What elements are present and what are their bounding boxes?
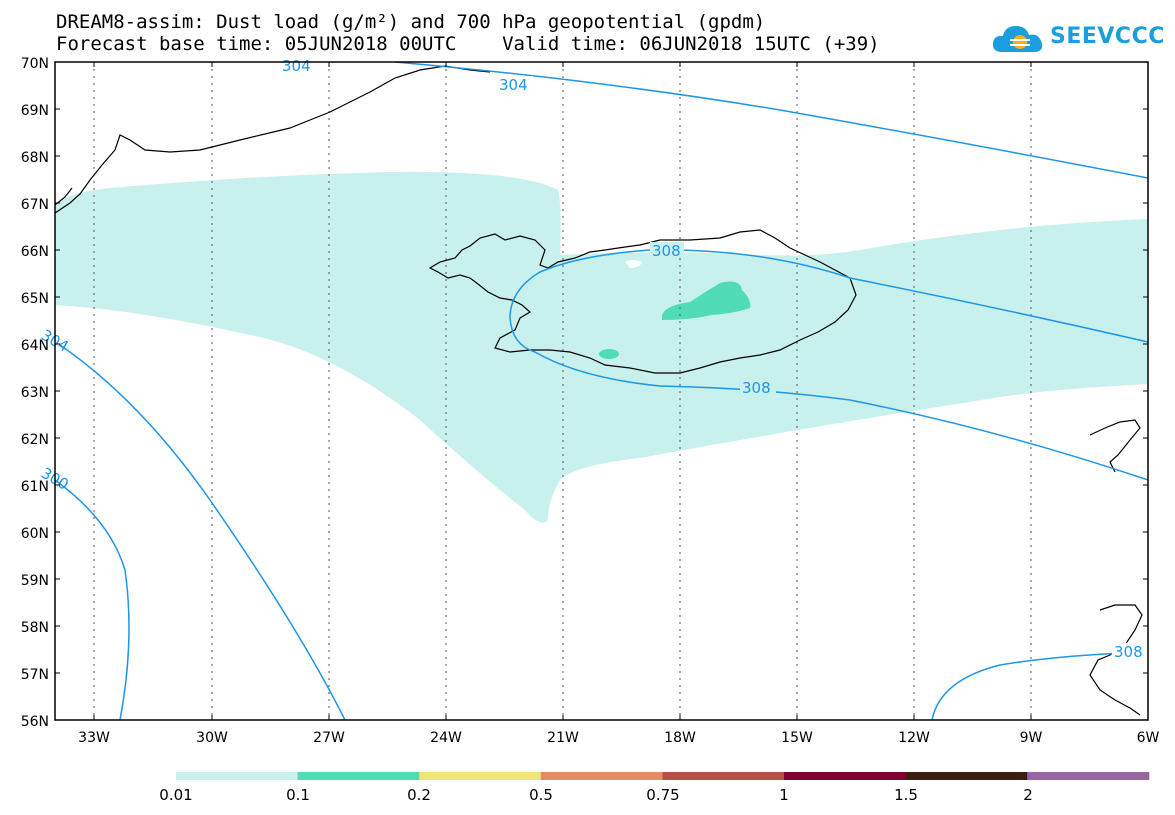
cloud-icon [992,26,1043,52]
coast-iceland [428,229,857,374]
lat-label: 62N [21,432,49,448]
contour-label: 308 [1114,643,1143,661]
coast-scotland [1089,419,1141,473]
lat-label: 70N [21,56,49,72]
graticule [93,62,1032,720]
dust-gap [625,260,642,268]
lon-label: 33W [78,730,110,746]
colorbar-label: 0.75 [646,786,679,804]
contour-label: 308 [742,379,771,397]
lat-label: 69N [21,103,49,119]
title-line-1: DREAM8-assim: Dust load (g/m²) and 700 h… [56,11,766,33]
colorbar-swatch [297,772,420,780]
coast-greenland-b [54,187,73,206]
dust-area-mid [662,281,751,320]
lat-label: 63N [21,385,49,401]
colorbar: 0.01 0.1 0.2 0.5 0.75 1 1.5 2 [159,772,1150,804]
colorbar-swatch [1027,772,1150,780]
longitude-labels: 33W 30W 27W 24W 21W 18W 15W 12W 9W 6W [78,730,1159,746]
contour-label: 308 [652,242,681,260]
colorbar-label: 0.01 [159,786,192,804]
colorbar-swatch [176,772,299,780]
contour-label: 304 [282,57,311,75]
seevccc-logo: SEEVCCC [990,18,1164,58]
colorbar-label: 0.5 [529,786,553,804]
lon-label: 12W [898,730,930,746]
colorbar-label: 0.1 [286,786,310,804]
lat-label: 67N [21,197,49,213]
lat-label: 56N [21,714,49,730]
dust-load-field [55,171,1148,523]
lat-label: 58N [21,620,49,636]
lat-label: 61N [21,479,49,495]
colorbar-labels: 0.01 0.1 0.2 0.5 0.75 1 1.5 2 [159,786,1032,804]
contour-304-west [59,344,346,721]
lat-label: 68N [21,150,49,166]
colorbar-swatch [419,772,542,780]
lat-label: 57N [21,667,49,683]
lat-label: 66N [21,244,49,260]
title-line-2: Forecast base time: 05JUN2018 00UTC Vali… [56,33,880,55]
logo-text: SEEVCCC [1050,24,1165,49]
lat-label: 65N [21,291,49,307]
contour-304-north [394,61,1149,179]
lon-label: 30W [196,730,228,746]
lon-label: 9W [1020,730,1043,746]
lat-label: 59N [21,573,49,589]
lon-label: 24W [430,730,462,746]
colorbar-label: 1.5 [894,786,918,804]
colorbar-swatches [176,772,1150,780]
contour-300-west [54,479,130,721]
contour-label: 304 [499,76,528,94]
lat-label: 60N [21,526,49,542]
coastlines [54,65,1143,716]
lon-label: 18W [664,730,696,746]
colorbar-swatch [784,772,907,780]
lon-label: 15W [781,730,813,746]
axis-ticks [55,62,1148,720]
colorbar-swatch [662,772,785,780]
colorbar-label: 0.2 [407,786,431,804]
contour-308-southeast [931,651,1149,721]
coast-greenland [54,65,491,214]
lon-label: 6W [1137,730,1160,746]
lat-label: 64N [21,338,49,354]
colorbar-swatch [905,772,1028,780]
colorbar-swatch [540,772,663,780]
lon-label: 27W [313,730,345,746]
contour-308-south [534,351,1149,481]
coast-islands [1089,604,1143,716]
dust-area-low [55,171,1148,523]
lon-label: 21W [547,730,579,746]
latitude-labels: 70N 69N 68N 67N 66N 65N 64N 63N 62N 61N … [21,56,49,730]
colorbar-label: 2 [1023,786,1033,804]
dust-area-mid-small [599,349,619,359]
colorbar-label: 1 [779,786,789,804]
